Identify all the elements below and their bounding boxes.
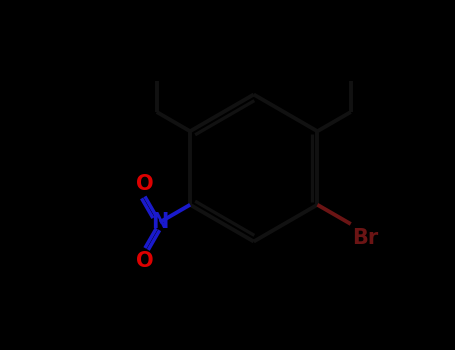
Text: O: O <box>136 251 154 271</box>
Text: O: O <box>136 174 154 194</box>
Text: N: N <box>151 212 168 232</box>
Text: Br: Br <box>352 228 378 248</box>
